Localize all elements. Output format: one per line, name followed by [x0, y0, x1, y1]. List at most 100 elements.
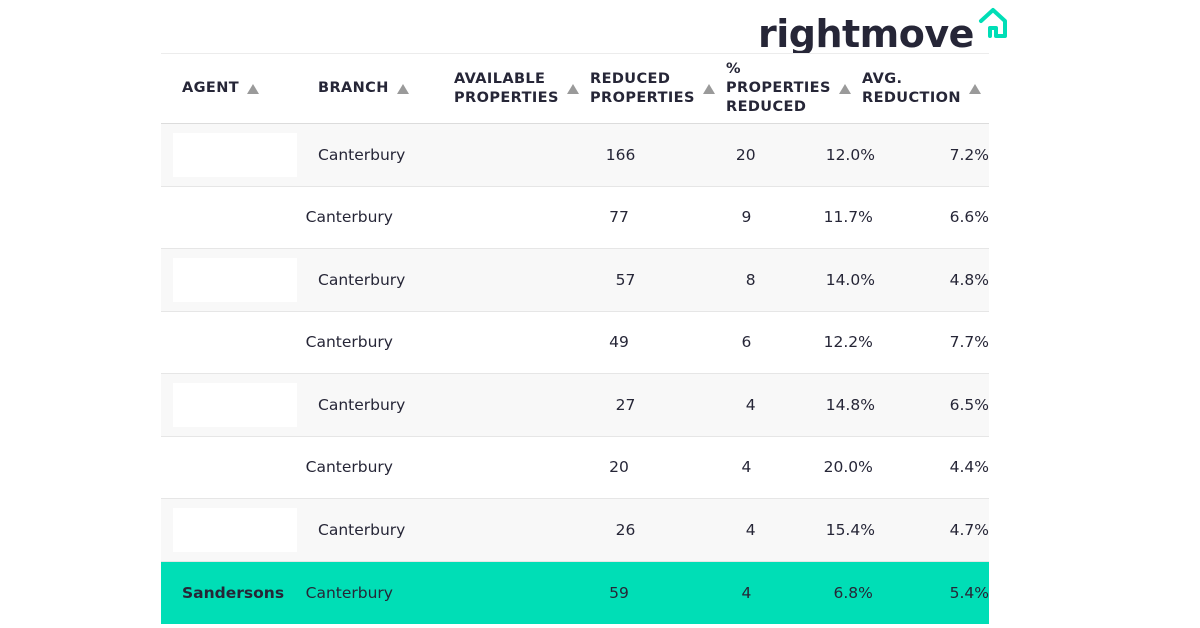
column-header-reduced-properties[interactable]: REDUCED PROPERTIES	[569, 54, 715, 123]
table-row-highlighted[interactable]: Sandersons Canterbury 59 4 6.8% 5.4%	[161, 561, 990, 625]
percent-reduced-cell: 12.2%	[751, 312, 873, 374]
table-row[interactable]: Canterbury 27 4 14.8% 6.5%	[161, 374, 989, 437]
available-properties-cell-value: 59	[609, 583, 629, 602]
available-properties-cell: 77	[409, 187, 629, 249]
percent-reduced-cell: 6.8%	[751, 562, 873, 625]
agent-cell	[161, 437, 285, 499]
sort-up-triangle-icon[interactable]	[247, 83, 260, 94]
branch-cell: Canterbury	[297, 374, 420, 436]
reduced-properties-cell: 9	[629, 187, 751, 249]
avg-reduction-cell: 6.5%	[875, 374, 989, 436]
table-row[interactable]: Canterbury 20 4 20.0% 4.4%	[161, 437, 989, 499]
column-header-percent-reduced[interactable]: % PROPERTIES REDUCED	[705, 54, 851, 123]
avg-reduction-cell: 4.7%	[875, 499, 989, 561]
reduced-properties-cell: 4	[635, 499, 756, 561]
available-properties-cell-value: 20	[609, 458, 629, 477]
percent-reduced-cell: 12.0%	[756, 124, 875, 186]
agent-cell	[161, 374, 297, 436]
agent-logo-placeholder	[173, 507, 297, 552]
avg-reduction-cell-value: 4.7%	[949, 520, 989, 539]
available-properties-cell: 27	[420, 374, 636, 436]
percent-reduced-cell-value: 14.0%	[825, 270, 875, 289]
avg-reduction-cell-value: 4.8%	[949, 270, 989, 289]
table-body: Canterbury 166 20 12.0% 7.2% Canterbury 77 9 11.…	[161, 124, 989, 624]
reduced-properties-cell-value: 20	[735, 145, 756, 164]
avg-reduction-cell: 4.4%	[873, 437, 989, 499]
available-properties-cell-value: 166	[605, 145, 636, 164]
avg-reduction-cell-value: 6.5%	[949, 395, 989, 414]
available-properties-cell-value: 26	[615, 520, 636, 539]
agent-cell	[161, 499, 297, 561]
agent-logo-placeholder	[173, 132, 297, 177]
avg-reduction-cell: 4.8%	[875, 249, 989, 311]
agent-logo-placeholder	[173, 257, 297, 302]
percent-reduced-cell-value: 11.7%	[823, 208, 873, 227]
reduced-properties-cell-value: 4	[741, 458, 752, 477]
branch-cell: Canterbury	[285, 437, 410, 499]
branch-cell-value: Canterbury	[318, 395, 406, 414]
logo-text: rightmove	[758, 12, 974, 56]
agent-cell: Sandersons	[161, 562, 285, 625]
column-header-agent[interactable]: AGENT	[161, 54, 297, 123]
sort-up-triangle-icon[interactable]	[396, 83, 409, 94]
available-properties-cell-value: 27	[615, 395, 636, 414]
table-row[interactable]: Canterbury 77 9 11.7% 6.6%	[161, 187, 989, 249]
branch-cell: Canterbury	[297, 249, 420, 311]
available-properties-cell-value: 57	[615, 270, 636, 289]
available-properties-cell-value: 77	[609, 208, 629, 227]
sort-up-triangle-icon[interactable]	[566, 83, 579, 94]
available-properties-cell: 20	[409, 437, 629, 499]
table-row[interactable]: Canterbury 166 20 12.0% 7.2%	[161, 124, 989, 187]
branch-cell: Canterbury	[297, 499, 420, 561]
reduced-properties-cell: 4	[635, 374, 756, 436]
percent-reduced-cell-value: 6.8%	[833, 583, 873, 602]
branch-cell: Canterbury	[285, 312, 410, 374]
column-label: REDUCED PROPERTIES	[590, 70, 695, 106]
branch-cell-value: Canterbury	[305, 583, 393, 602]
reduced-properties-cell-value: 4	[745, 395, 756, 414]
available-properties-cell: 49	[409, 312, 629, 374]
available-properties-cell: 166	[420, 124, 636, 186]
branch-cell: Canterbury	[297, 124, 420, 186]
available-properties-cell: 26	[420, 499, 636, 561]
avg-reduction-cell: 7.7%	[873, 312, 989, 374]
reduced-properties-cell: 4	[629, 437, 751, 499]
table-row[interactable]: Canterbury 57 8 14.0% 4.8%	[161, 249, 989, 312]
percent-reduced-cell: 15.4%	[756, 499, 875, 561]
sort-up-triangle-icon[interactable]	[702, 83, 715, 94]
column-label: % PROPERTIES REDUCED	[726, 61, 831, 115]
branch-cell-value: Canterbury	[318, 145, 406, 164]
column-label: BRANCH	[318, 80, 389, 96]
avg-reduction-cell-value: 7.7%	[949, 333, 990, 352]
avg-reduction-cell: 6.6%	[873, 187, 989, 249]
sort-up-triangle-icon[interactable]	[838, 83, 851, 94]
avg-reduction-cell-value: 5.4%	[949, 583, 990, 602]
column-header-branch[interactable]: BRANCH	[297, 54, 433, 123]
column-label: AVAILABLE PROPERTIES	[454, 70, 559, 106]
rightmove-logo[interactable]: rightmove	[758, 8, 1010, 56]
branch-cell-value: Canterbury	[305, 458, 393, 477]
column-header-avg-reduction[interactable]: AVG. REDUCTION	[841, 54, 989, 123]
agent-cell	[161, 124, 297, 186]
column-header-available-properties[interactable]: AVAILABLE PROPERTIES	[433, 54, 579, 123]
avg-reduction-cell-value: 4.4%	[949, 458, 990, 477]
reduced-properties-cell-value: 6	[741, 333, 752, 352]
percent-reduced-cell: 14.8%	[756, 374, 875, 436]
sort-up-triangle-icon[interactable]	[968, 83, 981, 94]
column-label: AVG. REDUCTION	[862, 70, 961, 106]
branch-cell-value: Canterbury	[305, 208, 393, 227]
agent-cell	[161, 187, 285, 249]
table-row[interactable]: Canterbury 26 4 15.4% 4.7%	[161, 499, 989, 562]
table-row[interactable]: Canterbury 49 6 12.2% 7.7%	[161, 312, 989, 374]
agents-table: AGENT BRANCH AVAILABLE PROPERTIES REDUCE…	[161, 53, 989, 624]
reduced-properties-cell: 20	[635, 124, 756, 186]
percent-reduced-cell-value: 12.2%	[823, 333, 873, 352]
avg-reduction-cell-value: 7.2%	[949, 145, 989, 164]
percent-reduced-cell-value: 15.4%	[825, 520, 875, 539]
reduced-properties-cell: 4	[629, 562, 751, 625]
branch-cell-value: Canterbury	[305, 333, 393, 352]
agent-cell	[161, 249, 297, 311]
branch-cell-value: Canterbury	[318, 520, 406, 539]
avg-reduction-cell: 7.2%	[875, 124, 989, 186]
